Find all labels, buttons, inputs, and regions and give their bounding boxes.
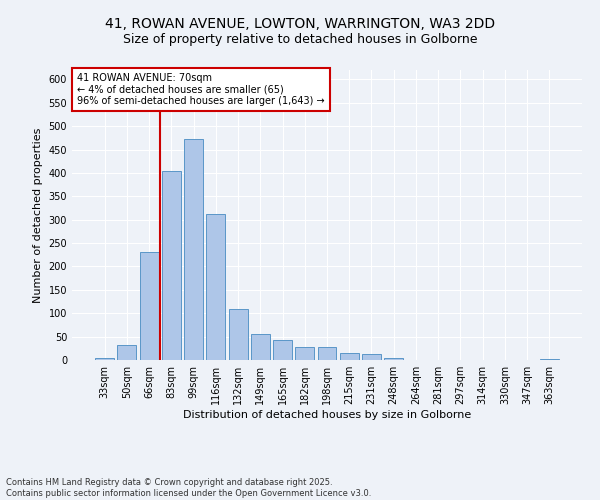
Bar bbox=[317, 347, 337, 360]
Bar bbox=[362, 354, 381, 360]
Bar bbox=[184, 139, 203, 360]
Y-axis label: Number of detached properties: Number of detached properties bbox=[33, 128, 43, 302]
Bar bbox=[162, 170, 181, 360]
Bar bbox=[140, 252, 158, 360]
Bar bbox=[540, 358, 559, 360]
Bar bbox=[118, 345, 136, 360]
Text: Contains HM Land Registry data © Crown copyright and database right 2025.
Contai: Contains HM Land Registry data © Crown c… bbox=[6, 478, 371, 498]
Bar bbox=[384, 358, 403, 360]
X-axis label: Distribution of detached houses by size in Golborne: Distribution of detached houses by size … bbox=[183, 410, 471, 420]
Bar bbox=[340, 353, 359, 360]
Text: 41 ROWAN AVENUE: 70sqm
← 4% of detached houses are smaller (65)
96% of semi-deta: 41 ROWAN AVENUE: 70sqm ← 4% of detached … bbox=[77, 73, 325, 106]
Text: Size of property relative to detached houses in Golborne: Size of property relative to detached ho… bbox=[123, 32, 477, 46]
Bar bbox=[95, 358, 114, 360]
Bar bbox=[295, 347, 314, 360]
Bar bbox=[229, 308, 248, 360]
Bar bbox=[251, 334, 270, 360]
Bar bbox=[273, 340, 292, 360]
Bar bbox=[206, 214, 225, 360]
Text: 41, ROWAN AVENUE, LOWTON, WARRINGTON, WA3 2DD: 41, ROWAN AVENUE, LOWTON, WARRINGTON, WA… bbox=[105, 18, 495, 32]
